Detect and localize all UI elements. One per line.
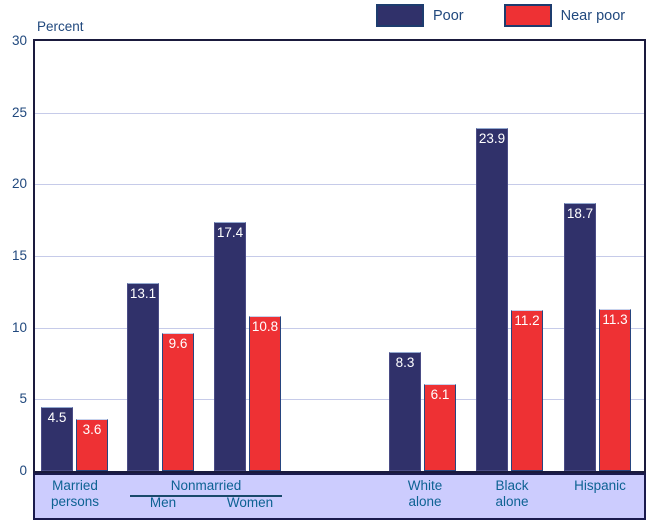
bar-near-poor-nonmarried-men: 9.6 bbox=[162, 333, 194, 471]
bar-value-label: 3.6 bbox=[82, 422, 102, 438]
bar-value-label: 4.5 bbox=[47, 409, 67, 425]
bar-value-label: 13.1 bbox=[129, 286, 157, 302]
legend-item-poor: Poor bbox=[376, 4, 464, 27]
x-axis-category-band: Married persons Nonmarried Men Women Whi… bbox=[33, 473, 646, 520]
bar-value-label: 8.3 bbox=[395, 355, 415, 371]
gridline-20 bbox=[35, 184, 644, 186]
category-label-women: Women bbox=[226, 495, 274, 510]
bar-near-poor-married-persons: 3.6 bbox=[76, 419, 108, 471]
legend-label-poor: Poor bbox=[433, 7, 464, 24]
bar-value-label: 18.7 bbox=[566, 205, 594, 221]
gridline-25 bbox=[35, 112, 644, 114]
bar-poor-nonmarried-men: 13.1 bbox=[127, 283, 159, 471]
category-label-white-alone: White alone bbox=[407, 478, 443, 509]
y-tick-label-20: 20 bbox=[11, 176, 27, 192]
legend-swatch-near-poor-icon bbox=[503, 4, 552, 27]
bar-near-poor-white-alone: 6.1 bbox=[424, 383, 456, 471]
y-tick-label-30: 30 bbox=[11, 33, 27, 48]
legend: Poor Near poor bbox=[376, 4, 625, 27]
bar-value-label: 11.3 bbox=[602, 312, 628, 328]
bar-value-label: 17.4 bbox=[216, 224, 244, 240]
bar-near-poor-hispanic: 11.3 bbox=[599, 309, 631, 471]
category-label-black-alone: Black alone bbox=[495, 478, 529, 509]
bar-poor-hispanic: 18.7 bbox=[564, 202, 596, 471]
bar-value-label: 10.8 bbox=[251, 319, 279, 335]
y-axis-title: Percent bbox=[37, 19, 84, 34]
legend-item-near-poor: Near poor bbox=[503, 4, 626, 27]
bar-value-label: 9.6 bbox=[168, 336, 188, 352]
category-label-men: Men bbox=[149, 495, 177, 510]
bar-value-label: 11.2 bbox=[514, 313, 540, 329]
category-label-married-persons: Married persons bbox=[50, 478, 100, 509]
bar-poor-married-persons: 4.5 bbox=[41, 406, 73, 471]
category-label-hispanic: Hispanic bbox=[574, 478, 626, 493]
y-tick-label-0: 0 bbox=[19, 463, 27, 478]
bar-value-label: 23.9 bbox=[478, 131, 506, 147]
bar-poor-nonmarried-women: 17.4 bbox=[214, 221, 246, 471]
y-tick-label-25: 25 bbox=[11, 104, 27, 120]
gridline-15 bbox=[35, 256, 644, 257]
bar-poor-black-alone: 23.9 bbox=[476, 128, 508, 471]
bar-value-label: 6.1 bbox=[430, 386, 450, 402]
bar-near-poor-nonmarried-women: 10.8 bbox=[249, 316, 281, 471]
y-tick-label-10: 10 bbox=[11, 319, 27, 335]
y-tick-label-15: 15 bbox=[11, 248, 27, 263]
bar-near-poor-black-alone: 11.2 bbox=[511, 310, 543, 471]
bar-poor-white-alone: 8.3 bbox=[389, 352, 421, 471]
category-label-nonmarried: Nonmarried bbox=[130, 478, 282, 497]
legend-swatch-poor-icon bbox=[376, 4, 424, 27]
gridline-5 bbox=[35, 399, 644, 401]
gridline-10 bbox=[35, 327, 644, 329]
plot-area: 4.5 13.1 17.4 8.3 23.9 18.7 3.6 9.6 10.8 6.1 11.2 1… bbox=[33, 39, 646, 473]
y-tick-label-5: 5 bbox=[19, 391, 27, 407]
legend-label-near-poor: Near poor bbox=[560, 7, 626, 24]
